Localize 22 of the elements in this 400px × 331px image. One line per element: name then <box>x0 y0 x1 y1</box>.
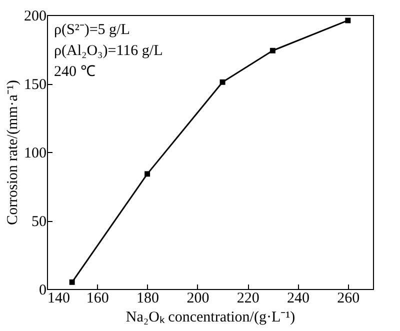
y-tick-label: 0 <box>39 282 46 298</box>
annotation: 240 ℃ <box>54 64 96 80</box>
point <box>270 48 276 54</box>
y-tick-label: 200 <box>24 8 46 24</box>
y-tick-label: 150 <box>24 77 46 93</box>
point <box>144 171 150 177</box>
x-tick-label: 140 <box>48 290 70 306</box>
x-tick-label: 240 <box>287 290 310 306</box>
x-axis-title: Na₂Oₖ concentration/(g·L⁻¹) <box>126 310 296 326</box>
y-axis-title: Corrosion rate/(mm·a⁻¹) <box>5 80 21 225</box>
x-tick-label: 200 <box>186 290 210 306</box>
x-tick-label: 180 <box>136 290 160 306</box>
y-tick-label: 100 <box>24 146 46 162</box>
x-tick-label: 260 <box>337 290 360 306</box>
y-tick-label: 50 <box>32 214 46 230</box>
annotation: ρ(S²⁻)=5 g/L <box>54 22 130 38</box>
annotation: ρ(Al₂O₃)=116 g/L <box>54 43 163 59</box>
x-tick-label: 160 <box>86 290 109 306</box>
point <box>345 18 351 24</box>
point <box>69 279 75 285</box>
x-tick-label: 220 <box>236 290 260 306</box>
point <box>220 79 226 85</box>
